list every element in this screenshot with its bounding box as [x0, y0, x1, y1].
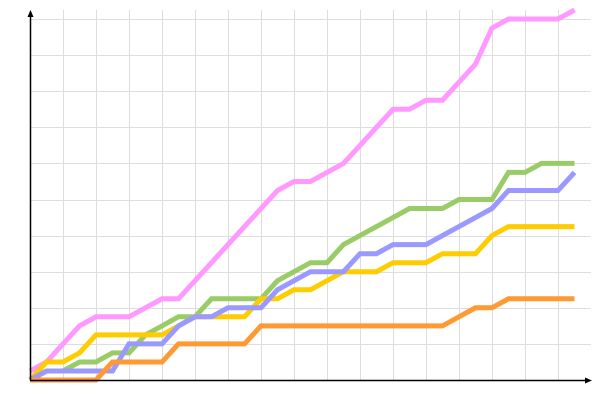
y-axis-arrow-icon: [27, 10, 34, 17]
series-line-1: [28, 7, 576, 374]
axes: [27, 10, 592, 384]
series-line-5: [30, 296, 575, 383]
x-axis-arrow-icon: [585, 377, 592, 384]
series-line-4: [28, 170, 577, 383]
series-lines: [28, 7, 577, 383]
series-line-3: [28, 224, 575, 382]
